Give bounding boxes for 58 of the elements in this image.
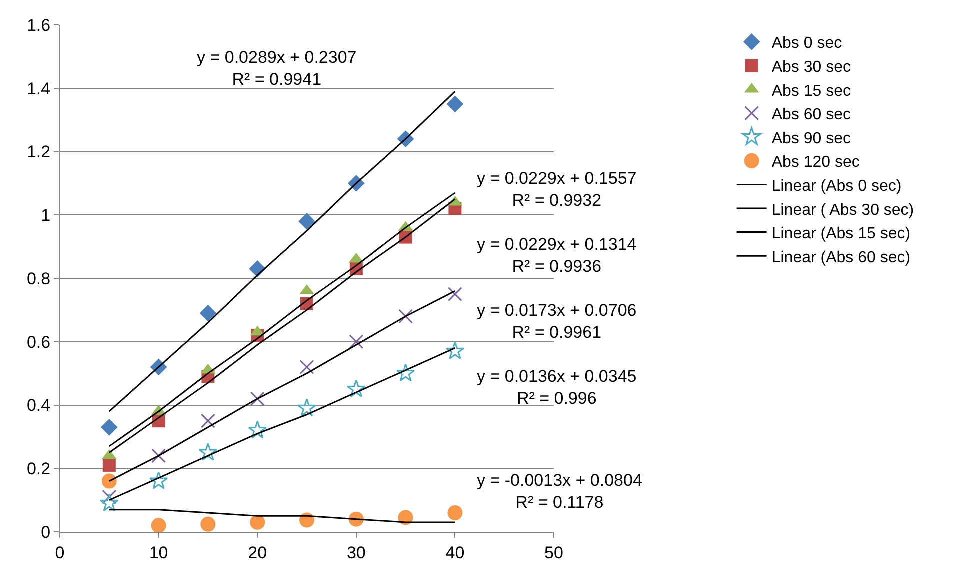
x-tick-label: 0 (55, 543, 65, 562)
legend-label: Abs 30 sec (772, 58, 851, 76)
point (448, 505, 463, 520)
y-tick-label: 1.4 (26, 79, 51, 98)
y-tick-label: 0.2 (26, 460, 51, 479)
point (298, 398, 316, 417)
point (300, 360, 314, 374)
point (149, 471, 168, 490)
y-tick-label: 0.6 (26, 332, 51, 352)
point (448, 287, 462, 302)
legend-label: Linear ( Abs 30 sec) (772, 202, 914, 219)
annotation: y = -0.0013x + 0.0804 R² = 0.1178 (477, 471, 642, 512)
point (347, 380, 366, 398)
point (396, 364, 416, 382)
annotation: y = 0.0229x + 0.1314 R² = 0.9936 (477, 235, 637, 276)
y-tick-label: 1.6 (26, 16, 51, 35)
legend-label: Abs 0 sec (772, 35, 842, 52)
annotation: y = 0.0173x + 0.0706 R² = 0.9961 (477, 301, 637, 342)
point (200, 516, 216, 532)
legend-label: Linear (Abs 15 sec) (772, 226, 911, 243)
legend-label: Abs 60 sec (772, 106, 851, 124)
point (250, 392, 265, 406)
point (200, 414, 216, 428)
x-tick-label: 10 (149, 543, 168, 562)
point (298, 213, 316, 230)
legend-label: Linear (Abs 0 sec) (772, 178, 902, 195)
point (349, 334, 364, 350)
legend-label: Abs 90 sec (772, 130, 851, 148)
point (248, 420, 267, 439)
point (446, 96, 464, 113)
x-tick-label: 40 (446, 543, 465, 562)
point (250, 514, 266, 530)
y-tick-label: 0.4 (26, 396, 51, 416)
point (200, 304, 217, 322)
point (100, 494, 119, 512)
annotation: y = 0.0229x + 0.1557 R² = 0.9932 (477, 169, 637, 210)
point (152, 448, 166, 464)
point (198, 442, 218, 461)
annotation: y = 0.0289x + 0.2307 R² = 0.9941 (197, 48, 357, 90)
x-tick-label: 50 (544, 543, 564, 562)
point (102, 458, 116, 472)
point (398, 309, 414, 324)
legend-label: Linear (Abs 60 sec) (772, 249, 911, 266)
point (102, 474, 117, 489)
point (398, 510, 414, 526)
line-series (108, 90, 456, 412)
y-tick-label: 1.2 (26, 142, 51, 162)
point (100, 418, 118, 436)
annotation: y = 0.0136x + 0.0345 R² = 0.996 (477, 367, 637, 408)
legend-label: Abs 15 sec (772, 82, 851, 100)
legend-label: Abs 120 sec (772, 154, 860, 172)
point (446, 342, 465, 360)
y-tick-label: 1 (41, 206, 51, 226)
point (151, 518, 166, 532)
y-tick-label: 0 (41, 522, 51, 542)
x-tick-label: 30 (346, 543, 366, 562)
x-tick-label: 20 (248, 543, 268, 562)
y-tick-label: 0.8 (26, 269, 51, 288)
